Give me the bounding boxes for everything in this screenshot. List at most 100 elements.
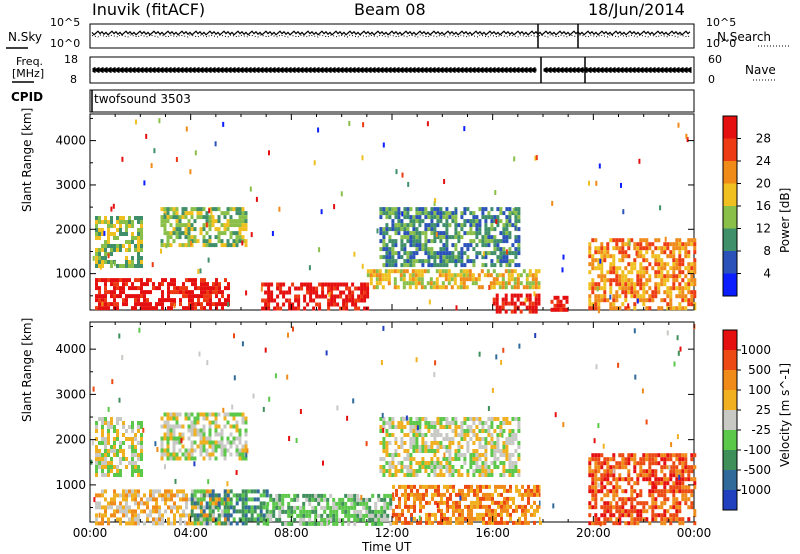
- velocity-cell: [503, 520, 506, 525]
- power-cell: [184, 215, 188, 220]
- power-cell: [421, 243, 425, 248]
- power-cell: [663, 242, 667, 247]
- power-cell: [471, 277, 475, 282]
- power-cell: [496, 223, 500, 228]
- power-cell: [594, 286, 598, 291]
- velocity-cell: [107, 425, 110, 429]
- power-cell: [414, 269, 418, 274]
- velocity-cell: [403, 417, 407, 421]
- power-cell: [342, 282, 346, 287]
- velocity-cell: [269, 517, 273, 522]
- power-cell: [170, 306, 173, 311]
- power-cell: [609, 286, 613, 291]
- velocity-cell: [675, 481, 679, 486]
- power-cell: [167, 306, 170, 311]
- power-cell: [300, 286, 304, 291]
- velocity-cell: [678, 489, 682, 494]
- power-cell: [669, 294, 673, 299]
- velocity-cell: [353, 509, 357, 514]
- power-cell: [113, 236, 116, 240]
- power-cell: [514, 219, 518, 224]
- velocity-cell: [636, 513, 640, 518]
- velocity-cell: [101, 433, 104, 437]
- velocity-cell: [684, 457, 688, 462]
- velocity-cell: [212, 505, 215, 510]
- velocity-cell: [400, 445, 404, 449]
- power-cell: [244, 215, 248, 220]
- freq-unit-label: [MHz]: [12, 67, 45, 80]
- velocity-cell: [241, 497, 245, 502]
- velocity-cell: [472, 453, 476, 457]
- velocity-cell: [134, 517, 137, 522]
- velocity-cell: [341, 505, 345, 510]
- velocity-cell: [524, 516, 527, 521]
- power-cell: [463, 219, 467, 224]
- power-cell: [173, 286, 176, 291]
- power-cell: [439, 239, 443, 244]
- velocity-cell: [362, 517, 366, 522]
- velocity-cell: [362, 497, 366, 502]
- velocity-cell: [185, 501, 188, 506]
- velocity-cell: [235, 497, 239, 502]
- power-cell: [190, 207, 194, 212]
- velocity-cell: [424, 441, 428, 445]
- noise-search-label: N.Search: [717, 30, 772, 44]
- power-cell: [427, 255, 431, 260]
- power-cell: [618, 278, 622, 283]
- velocity-cell: [472, 429, 476, 433]
- velocity-cell: [690, 477, 694, 482]
- velocity-cell: [104, 465, 107, 469]
- velocity-cell: [521, 484, 524, 489]
- velocity-cell: [134, 445, 137, 449]
- velocity-cell: [494, 500, 497, 505]
- power-cell: [588, 270, 592, 275]
- power-cell: [169, 231, 173, 236]
- velocity-cell: [594, 493, 598, 498]
- power-cell: [400, 243, 404, 248]
- power-cell: [203, 294, 206, 299]
- velocity-cell: [293, 517, 297, 522]
- velocity-cell: [672, 469, 676, 474]
- power-cell: [624, 286, 628, 291]
- velocity-cell: [167, 493, 170, 498]
- power-cell: [559, 303, 563, 308]
- power-cell: [636, 254, 640, 259]
- power-cell: [116, 278, 119, 283]
- power-cell: [95, 294, 98, 299]
- power-cell: [603, 246, 607, 251]
- velocity-cell: [460, 465, 464, 469]
- power-cell: [454, 231, 458, 236]
- velocity-speckle: [415, 357, 418, 363]
- velocity-cell: [406, 465, 410, 469]
- velocity-cell: [660, 505, 664, 510]
- power-cell: [678, 302, 682, 307]
- velocity-cell: [445, 449, 449, 453]
- velocity-cell: [365, 509, 369, 514]
- velocity-cell: [437, 500, 440, 505]
- power-cell: [397, 211, 401, 216]
- velocity-cell: [202, 448, 206, 453]
- power-cell: [178, 243, 182, 248]
- power-cell: [137, 286, 140, 291]
- power-speckle: [163, 213, 166, 219]
- velocity-cell: [415, 445, 419, 449]
- velocity-cell: [434, 516, 437, 521]
- power-cell: [556, 307, 560, 312]
- velocity-cell: [415, 437, 419, 441]
- power-cell: [433, 235, 437, 240]
- velocity-cell: [606, 481, 610, 486]
- power-cell: [399, 273, 403, 278]
- velocity-cell: [484, 461, 488, 465]
- power-cell: [149, 306, 152, 311]
- velocity-cell: [539, 520, 542, 525]
- velocity-cell: [104, 457, 107, 461]
- power-cell: [657, 238, 661, 243]
- power-cell: [241, 211, 245, 216]
- velocity-cell: [433, 453, 437, 457]
- velocity-cell: [502, 469, 506, 473]
- power-cell: [187, 219, 191, 224]
- velocity-cell: [430, 461, 434, 465]
- velocity-speckle: [235, 470, 238, 475]
- power-cell: [537, 297, 541, 302]
- velocity-cell: [490, 473, 494, 477]
